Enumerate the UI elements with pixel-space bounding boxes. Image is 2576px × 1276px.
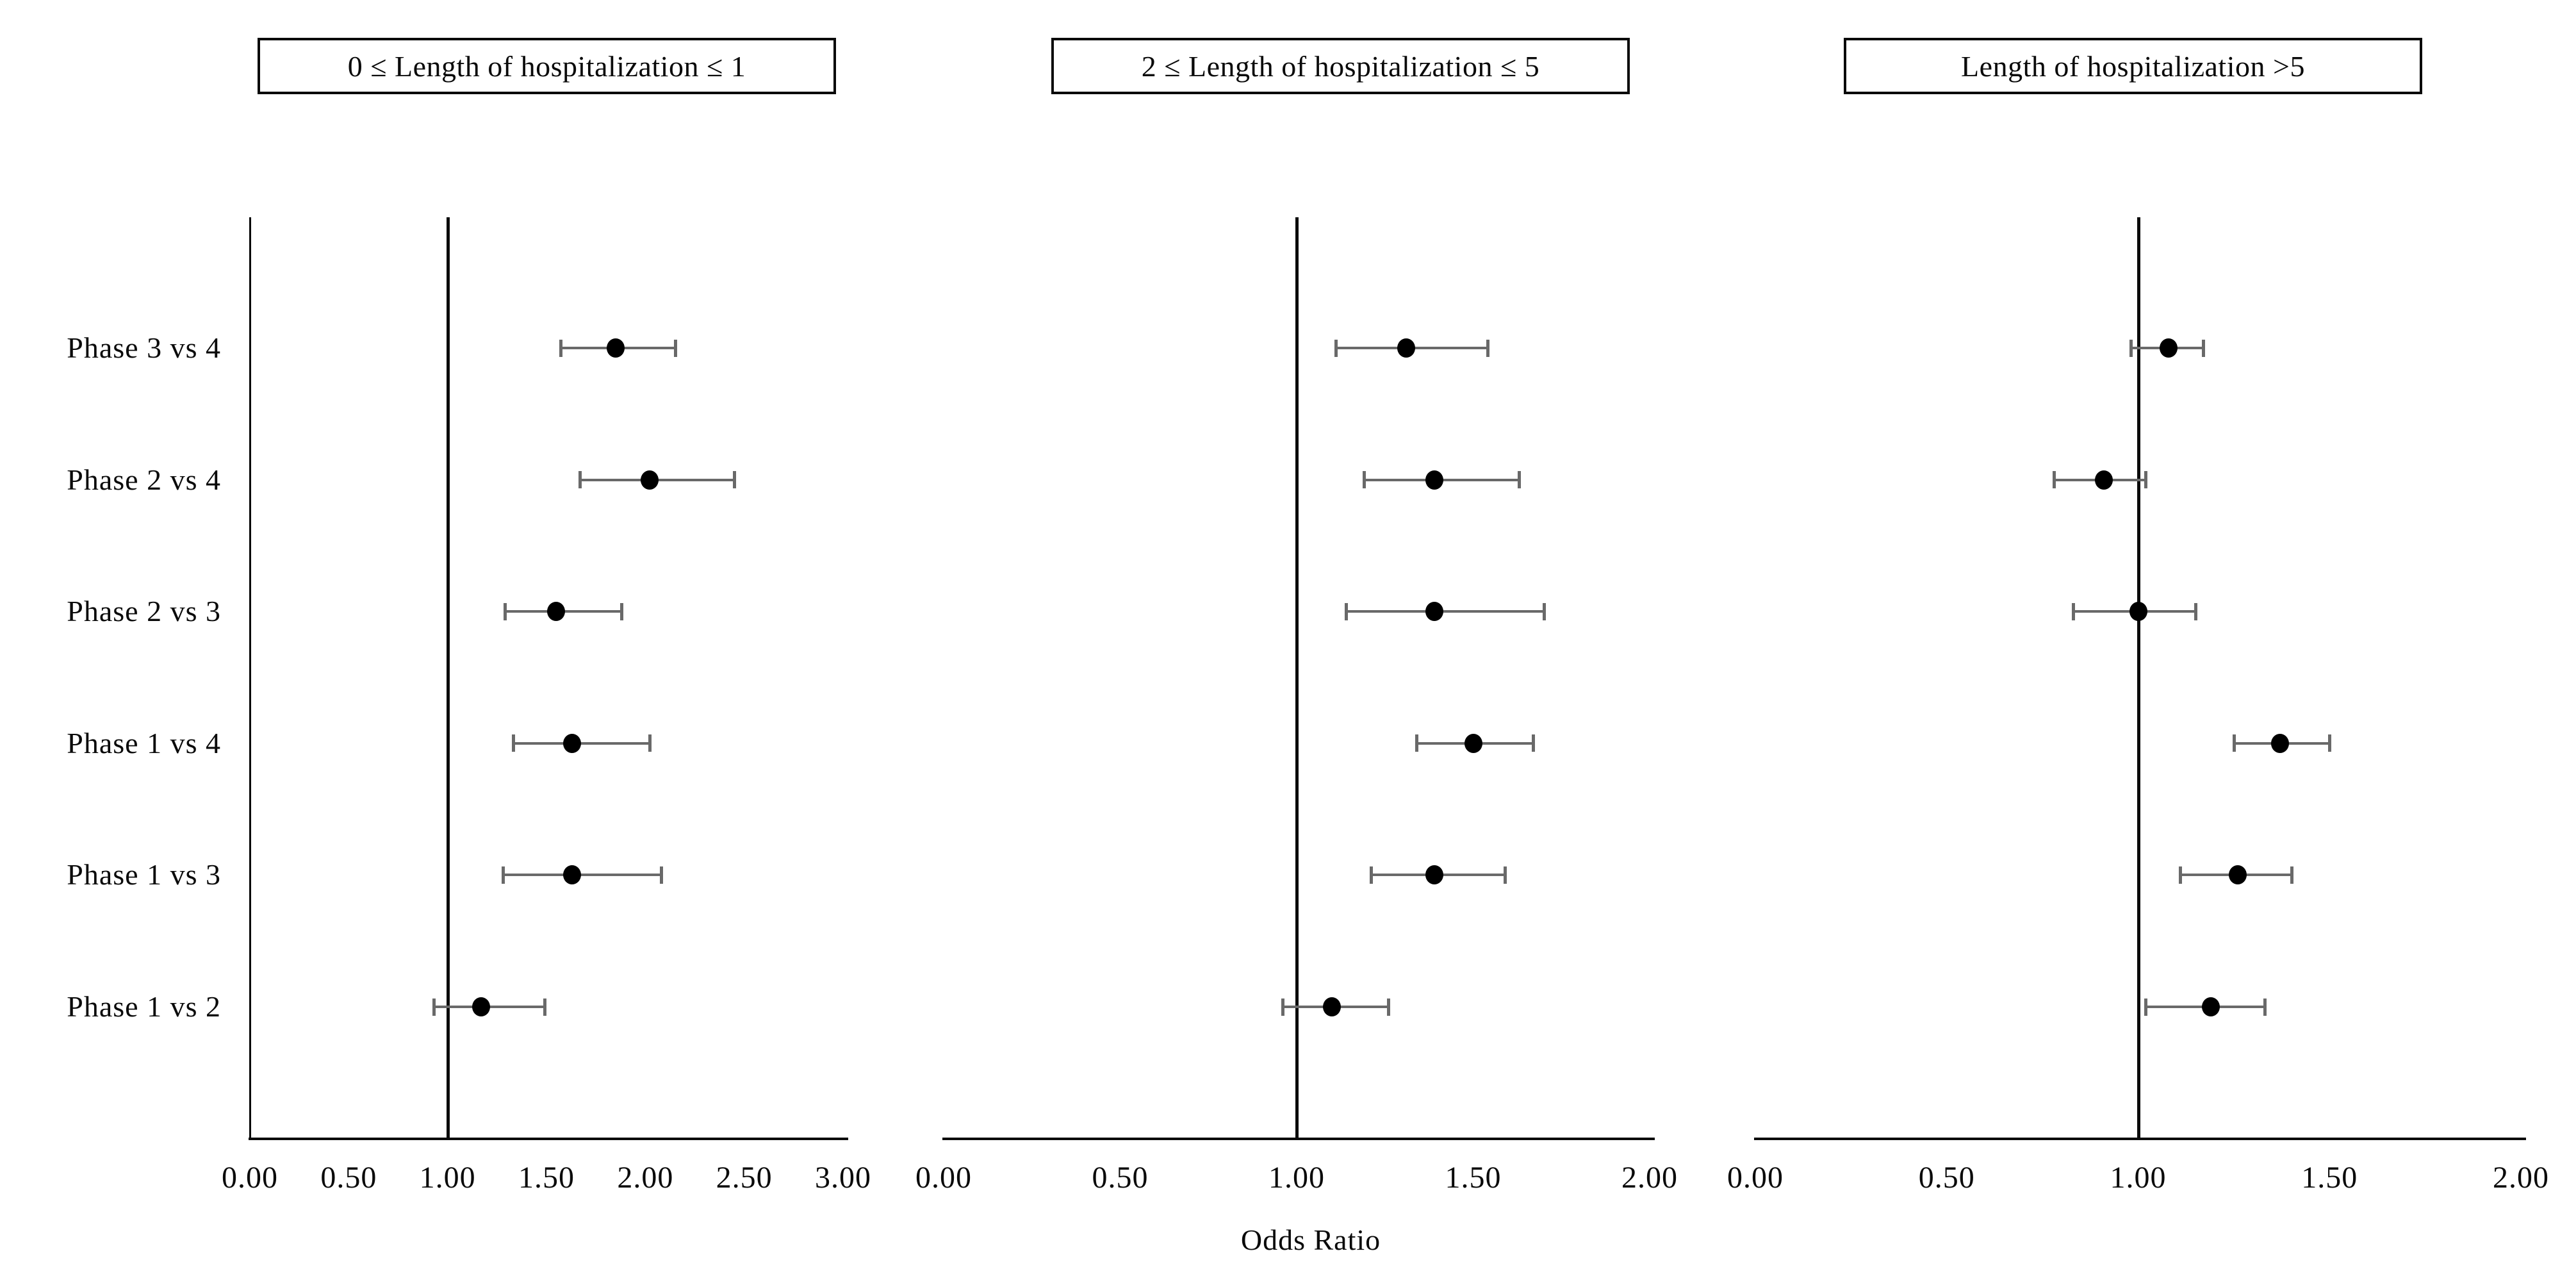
ci-cap-right bbox=[1486, 339, 1489, 357]
ci-cap-left bbox=[2053, 471, 2056, 489]
reference-line bbox=[1295, 217, 1299, 1139]
ci-line bbox=[503, 874, 661, 877]
or-marker bbox=[2202, 997, 2220, 1016]
panel-title-box: Length of hospitalization >5 bbox=[1844, 38, 2422, 94]
x-axis-line bbox=[249, 1138, 848, 1140]
x-tick-label: 2.50 bbox=[716, 1161, 773, 1195]
panel-title-box: 0 ≤ Length of hospitalization ≤ 1 bbox=[258, 38, 836, 94]
or-marker bbox=[2160, 338, 2178, 358]
or-marker bbox=[1323, 997, 1341, 1016]
ci-cap-left bbox=[1415, 734, 1419, 752]
ci-cap-left bbox=[502, 866, 505, 884]
or-marker bbox=[2094, 470, 2113, 490]
ci-cap-left bbox=[1281, 998, 1284, 1016]
ci-cap-right bbox=[1542, 602, 1546, 620]
ci-cap-left bbox=[2071, 602, 2075, 620]
category-label: Phase 3 vs 4 bbox=[67, 331, 221, 364]
or-marker bbox=[1425, 470, 1443, 490]
ci-cap-left bbox=[578, 471, 582, 489]
x-axis-line bbox=[942, 1138, 1655, 1140]
ci-cap-left bbox=[1362, 471, 1366, 489]
ci-cap-right bbox=[1532, 734, 1536, 752]
or-marker bbox=[1397, 338, 1415, 358]
ci-cap-right bbox=[543, 998, 546, 1016]
x-tick-label: 1.50 bbox=[2301, 1161, 2358, 1195]
ci-cap-left bbox=[1334, 339, 1338, 357]
ci-cap-right bbox=[648, 734, 652, 752]
x-tick-label: 1.50 bbox=[1445, 1161, 1502, 1195]
or-marker bbox=[547, 602, 566, 622]
ci-line bbox=[1346, 610, 1544, 613]
x-tick-label: 0.00 bbox=[1727, 1161, 1784, 1195]
ci-cap-left bbox=[1369, 866, 1373, 884]
category-label: Phase 1 vs 3 bbox=[67, 858, 221, 891]
ci-cap-right bbox=[673, 339, 677, 357]
panel-title: 0 ≤ Length of hospitalization ≤ 1 bbox=[347, 49, 746, 83]
ci-cap-right bbox=[733, 471, 737, 489]
category-label: Phase 1 vs 2 bbox=[67, 990, 221, 1023]
x-tick-label: 0.00 bbox=[915, 1161, 972, 1195]
or-marker bbox=[1464, 733, 1482, 753]
x-tick-label: 1.00 bbox=[1268, 1161, 1325, 1195]
ci-cap-left bbox=[2179, 866, 2183, 884]
x-tick-label: 2.00 bbox=[2493, 1161, 2549, 1195]
ci-cap-left bbox=[432, 998, 436, 1016]
panel-title-box: 2 ≤ Length of hospitalization ≤ 5 bbox=[1051, 38, 1630, 94]
ci-cap-left bbox=[504, 602, 507, 620]
ci-cap-right bbox=[2263, 998, 2267, 1016]
or-marker bbox=[563, 733, 582, 753]
or-marker bbox=[2228, 865, 2247, 885]
panel-title: Length of hospitalization >5 bbox=[1961, 49, 2305, 83]
x-tick-label: 0.50 bbox=[320, 1161, 377, 1195]
or-marker bbox=[563, 865, 582, 885]
ci-cap-right bbox=[1504, 866, 1507, 884]
ci-cap-right bbox=[2194, 602, 2198, 620]
x-tick-label: 2.00 bbox=[1621, 1161, 1678, 1195]
panel-title: 2 ≤ Length of hospitalization ≤ 5 bbox=[1141, 49, 1540, 83]
category-label: Phase 1 vs 4 bbox=[67, 726, 221, 759]
x-tick-label: 1.00 bbox=[2110, 1161, 2167, 1195]
reference-line bbox=[2137, 217, 2140, 1139]
ci-cap-left bbox=[2144, 998, 2148, 1016]
or-marker bbox=[2270, 733, 2289, 753]
ci-cap-left bbox=[1345, 602, 1349, 620]
or-marker bbox=[1425, 865, 1443, 885]
ci-cap-left bbox=[511, 734, 515, 752]
y-axis-line bbox=[249, 217, 251, 1139]
ci-cap-right bbox=[2328, 734, 2332, 752]
or-marker bbox=[640, 470, 659, 490]
ci-cap-right bbox=[2202, 339, 2206, 357]
ci-cap-right bbox=[1518, 471, 1522, 489]
x-axis-line bbox=[1754, 1138, 2526, 1140]
or-marker bbox=[607, 338, 625, 358]
ci-cap-right bbox=[620, 602, 624, 620]
category-label: Phase 2 vs 3 bbox=[67, 595, 221, 628]
or-marker bbox=[2129, 602, 2147, 622]
ci-cap-right bbox=[660, 866, 664, 884]
ci-cap-left bbox=[2129, 339, 2133, 357]
x-tick-label: 0.00 bbox=[222, 1161, 278, 1195]
x-axis-title: Odds Ratio bbox=[1240, 1223, 1381, 1256]
reference-line bbox=[446, 217, 450, 1139]
x-tick-label: 0.50 bbox=[1918, 1161, 1975, 1195]
or-marker bbox=[472, 997, 491, 1016]
x-tick-label: 0.50 bbox=[1092, 1161, 1149, 1195]
ci-cap-left bbox=[2232, 734, 2236, 752]
x-tick-label: 1.00 bbox=[419, 1161, 476, 1195]
x-tick-label: 2.00 bbox=[617, 1161, 674, 1195]
category-label: Phase 2 vs 4 bbox=[67, 463, 221, 496]
x-tick-label: 1.50 bbox=[518, 1161, 575, 1195]
ci-cap-right bbox=[2144, 471, 2148, 489]
or-marker bbox=[1425, 602, 1443, 622]
x-tick-label: 3.00 bbox=[815, 1161, 871, 1195]
ci-cap-left bbox=[559, 339, 562, 357]
ci-cap-right bbox=[2290, 866, 2293, 884]
ci-cap-right bbox=[1387, 998, 1391, 1016]
